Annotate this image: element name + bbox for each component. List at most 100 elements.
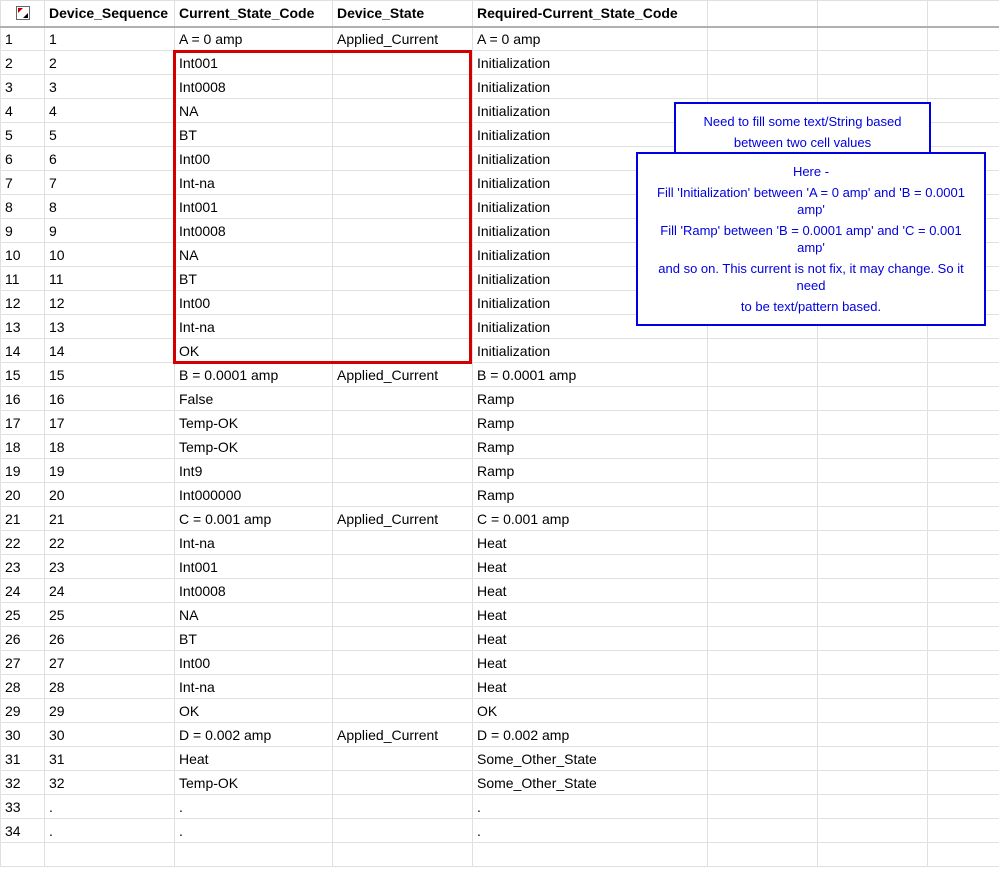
cell-b[interactable]: OK bbox=[175, 699, 333, 723]
row-number[interactable]: 5 bbox=[1, 123, 45, 147]
cell-blank[interactable] bbox=[708, 411, 818, 435]
cell-blank[interactable] bbox=[708, 819, 818, 843]
cell-c[interactable]: Applied_Current bbox=[333, 723, 473, 747]
cell-d[interactable]: Heat bbox=[473, 531, 708, 555]
cell-c[interactable] bbox=[333, 291, 473, 315]
cell-c[interactable] bbox=[333, 267, 473, 291]
cell-c[interactable] bbox=[333, 435, 473, 459]
cell-c[interactable] bbox=[333, 411, 473, 435]
cell-c[interactable] bbox=[333, 747, 473, 771]
row-number[interactable]: 33 bbox=[1, 795, 45, 819]
table-row[interactable]: 1919Int9Ramp bbox=[1, 459, 999, 483]
cell-d[interactable]: Initialization bbox=[473, 99, 708, 123]
cell-c[interactable] bbox=[333, 483, 473, 507]
row-number[interactable]: 24 bbox=[1, 579, 45, 603]
row-number[interactable]: 29 bbox=[1, 699, 45, 723]
cell-d[interactable]: Ramp bbox=[473, 459, 708, 483]
cell-d[interactable]: OK bbox=[473, 699, 708, 723]
cell-blank[interactable] bbox=[818, 483, 928, 507]
cell-blank[interactable] bbox=[928, 627, 999, 651]
cell-blank[interactable] bbox=[708, 555, 818, 579]
cell-d[interactable]: Ramp bbox=[473, 483, 708, 507]
table-row[interactable]: 2121C = 0.001 ampApplied_CurrentC = 0.00… bbox=[1, 507, 999, 531]
cell-blank[interactable] bbox=[928, 99, 999, 123]
cell-a[interactable]: 10 bbox=[45, 243, 175, 267]
table-row[interactable]: 2525NAHeat bbox=[1, 603, 999, 627]
cell-a[interactable]: 11 bbox=[45, 267, 175, 291]
table-row[interactable]: 2424Int0008Heat bbox=[1, 579, 999, 603]
table-row[interactable]: 2323Int001Heat bbox=[1, 555, 999, 579]
cell-d[interactable]: Initialization bbox=[473, 51, 708, 75]
cell-blank[interactable] bbox=[818, 51, 928, 75]
cell-c[interactable] bbox=[333, 651, 473, 675]
cell-b[interactable]: Int001 bbox=[175, 555, 333, 579]
cell-a[interactable]: . bbox=[45, 795, 175, 819]
col-header-f[interactable] bbox=[818, 1, 928, 27]
cell-blank[interactable] bbox=[928, 555, 999, 579]
cell-d[interactable]: Ramp bbox=[473, 435, 708, 459]
cell-c[interactable]: Applied_Current bbox=[333, 27, 473, 51]
cell-d[interactable]: Initialization bbox=[473, 75, 708, 99]
cell-blank[interactable] bbox=[708, 27, 818, 51]
row-number[interactable]: 7 bbox=[1, 171, 45, 195]
cell-c[interactable] bbox=[333, 339, 473, 363]
row-number[interactable]: 23 bbox=[1, 555, 45, 579]
cell-a[interactable]: 9 bbox=[45, 219, 175, 243]
cell-c[interactable] bbox=[333, 171, 473, 195]
cell-blank[interactable] bbox=[928, 843, 999, 867]
table-row[interactable]: 2626BTHeat bbox=[1, 627, 999, 651]
cell-c[interactable]: Applied_Current bbox=[333, 507, 473, 531]
table-row[interactable]: 1818Temp-OKRamp bbox=[1, 435, 999, 459]
cell-blank[interactable] bbox=[818, 531, 928, 555]
cell-a[interactable]: 18 bbox=[45, 435, 175, 459]
cell-a[interactable]: 2 bbox=[45, 51, 175, 75]
cell-c[interactable] bbox=[333, 75, 473, 99]
cell-c[interactable] bbox=[333, 99, 473, 123]
cell-c[interactable] bbox=[333, 531, 473, 555]
cell-a[interactable]: 25 bbox=[45, 603, 175, 627]
cell-b[interactable]: OK bbox=[175, 339, 333, 363]
cell-c[interactable] bbox=[333, 315, 473, 339]
cell-blank[interactable] bbox=[928, 771, 999, 795]
cell-blank[interactable] bbox=[818, 843, 928, 867]
cell-d[interactable]: Heat bbox=[473, 651, 708, 675]
cell-d[interactable]: Some_Other_State bbox=[473, 771, 708, 795]
cell-d[interactable]: Initialization bbox=[473, 339, 708, 363]
table-row[interactable]: 1414OKInitialization bbox=[1, 339, 999, 363]
cell-a[interactable]: 17 bbox=[45, 411, 175, 435]
cell-b[interactable]: NA bbox=[175, 243, 333, 267]
cell-blank[interactable] bbox=[818, 675, 928, 699]
table-row[interactable]: 34... bbox=[1, 819, 999, 843]
cell-d[interactable]: . bbox=[473, 819, 708, 843]
cell-blank[interactable] bbox=[708, 843, 818, 867]
row-number[interactable]: 21 bbox=[1, 507, 45, 531]
cell-c[interactable] bbox=[333, 555, 473, 579]
cell-blank[interactable] bbox=[708, 459, 818, 483]
cell-a[interactable] bbox=[45, 843, 175, 867]
col-header-e[interactable] bbox=[708, 1, 818, 27]
cell-d[interactable]: C = 0.001 amp bbox=[473, 507, 708, 531]
cell-blank[interactable] bbox=[708, 771, 818, 795]
cell-a[interactable]: 26 bbox=[45, 627, 175, 651]
row-number[interactable]: 10 bbox=[1, 243, 45, 267]
cell-b[interactable]: A = 0 amp bbox=[175, 27, 333, 51]
cell-blank[interactable] bbox=[928, 411, 999, 435]
table-row[interactable]: 11A = 0 ampApplied_CurrentA = 0 amp bbox=[1, 27, 999, 51]
cell-blank[interactable] bbox=[708, 363, 818, 387]
cell-a[interactable]: 20 bbox=[45, 483, 175, 507]
cell-c[interactable] bbox=[333, 219, 473, 243]
cell-blank[interactable] bbox=[928, 507, 999, 531]
cell-c[interactable] bbox=[333, 603, 473, 627]
cell-c[interactable] bbox=[333, 243, 473, 267]
cell-b[interactable]: . bbox=[175, 795, 333, 819]
cell-blank[interactable] bbox=[708, 603, 818, 627]
cell-blank[interactable] bbox=[818, 459, 928, 483]
cell-b[interactable]: B = 0.0001 amp bbox=[175, 363, 333, 387]
cell-blank[interactable] bbox=[818, 699, 928, 723]
cell-blank[interactable] bbox=[818, 771, 928, 795]
cell-blank[interactable] bbox=[818, 27, 928, 51]
table-row[interactable]: 22Int001Initialization bbox=[1, 51, 999, 75]
row-number[interactable]: 16 bbox=[1, 387, 45, 411]
row-number[interactable]: 18 bbox=[1, 435, 45, 459]
cell-a[interactable]: 19 bbox=[45, 459, 175, 483]
